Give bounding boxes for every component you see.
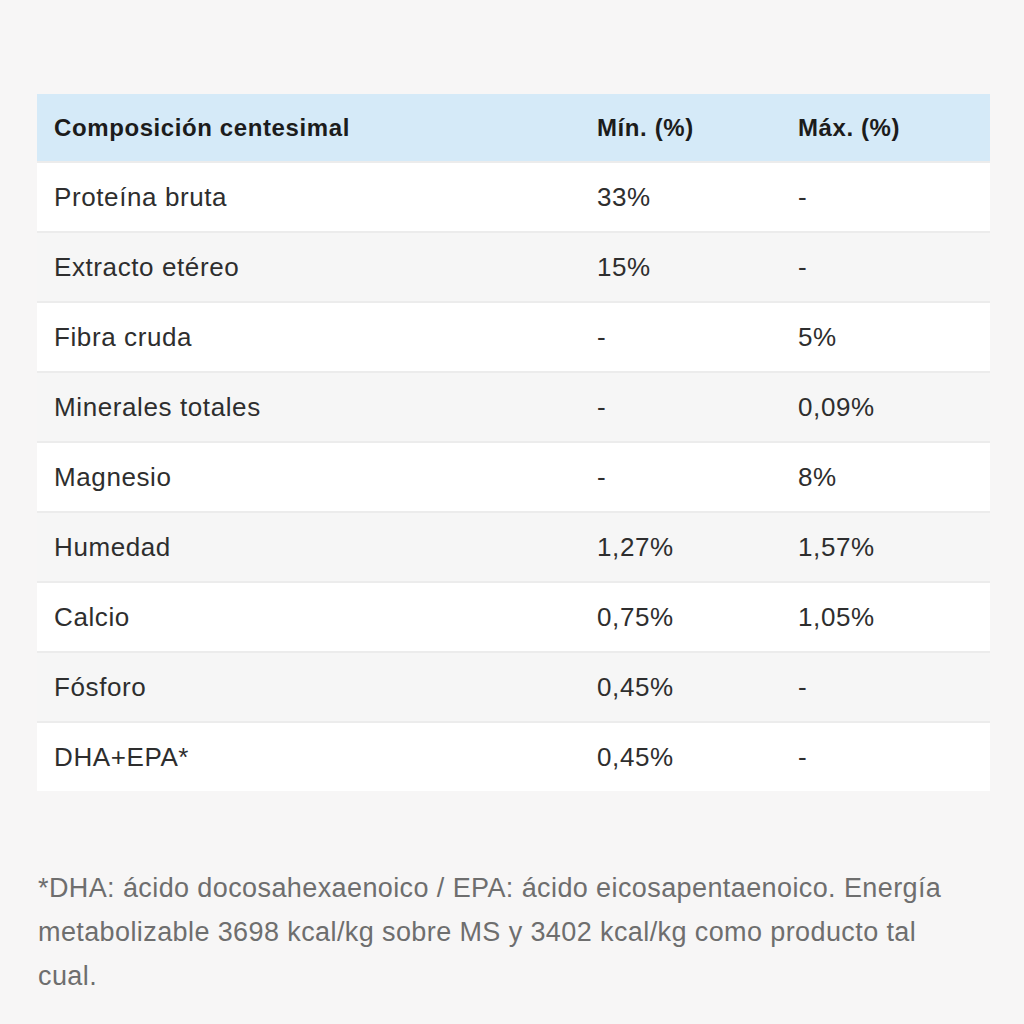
row-min-value: 15% [597, 252, 798, 283]
table-row-calcio: Calcio 0,75% 1,05% [37, 581, 990, 651]
row-label: DHA+EPA* [37, 742, 597, 773]
table-row-minerales-totales: Minerales totales - 0,09% [37, 371, 990, 441]
row-max-value: 8% [798, 462, 990, 493]
row-label: Fibra cruda [37, 322, 597, 353]
table-row-fosforo: Fósforo 0,45% - [37, 651, 990, 721]
table-row-magnesio: Magnesio - 8% [37, 441, 990, 511]
row-min-value: - [597, 322, 798, 353]
row-max-value: - [798, 742, 990, 773]
row-label: Fósforo [37, 672, 597, 703]
row-max-value: 0,09% [798, 392, 990, 423]
row-min-value: 0,45% [597, 672, 798, 703]
composition-table: Composición centesimal Mín. (%) Máx. (%)… [37, 94, 990, 791]
table-row-humedad: Humedad 1,27% 1,57% [37, 511, 990, 581]
table-row-fibra-cruda: Fibra cruda - 5% [37, 301, 990, 371]
table-row-dha-epa: DHA+EPA* 0,45% - [37, 721, 990, 791]
row-label: Calcio [37, 602, 597, 633]
row-min-value: 33% [597, 182, 798, 213]
row-label: Humedad [37, 532, 597, 563]
header-composition: Composición centesimal [37, 114, 597, 142]
row-max-value: - [798, 182, 990, 213]
row-min-value: - [597, 462, 798, 493]
header-max: Máx. (%) [798, 114, 990, 142]
footnote: *DHA: ácido docosahexaenoico / EPA: ácid… [38, 866, 968, 998]
row-min-value: 1,27% [597, 532, 798, 563]
page: Composición centesimal Mín. (%) Máx. (%)… [0, 0, 1024, 1024]
row-min-value: 0,75% [597, 602, 798, 633]
table-row-extracto-etereo: Extracto etéreo 15% - [37, 231, 990, 301]
table-row-proteina-bruta: Proteína bruta 33% - [37, 161, 990, 231]
header-min: Mín. (%) [597, 114, 798, 142]
row-min-value: 0,45% [597, 742, 798, 773]
row-label: Magnesio [37, 462, 597, 493]
row-label: Minerales totales [37, 392, 597, 423]
row-max-value: 5% [798, 322, 990, 353]
row-label: Proteína bruta [37, 182, 597, 213]
row-label: Extracto etéreo [37, 252, 597, 283]
row-max-value: - [798, 672, 990, 703]
row-max-value: 1,57% [798, 532, 990, 563]
row-max-value: - [798, 252, 990, 283]
table-header-row: Composición centesimal Mín. (%) Máx. (%) [37, 94, 990, 161]
row-min-value: - [597, 392, 798, 423]
row-max-value: 1,05% [798, 602, 990, 633]
